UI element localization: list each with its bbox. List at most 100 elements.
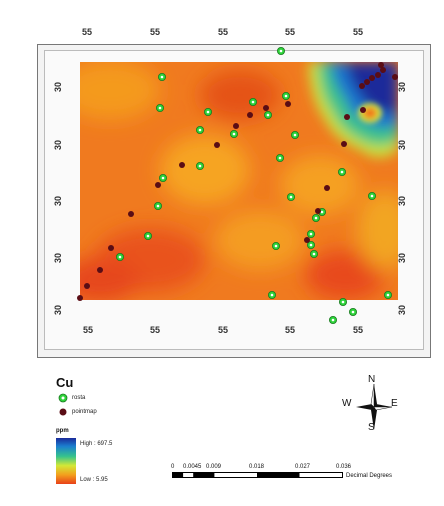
pointmap-point xyxy=(285,101,291,107)
top-tick-1: 55 xyxy=(82,27,93,37)
rosta-point-center xyxy=(156,204,160,208)
rosta-point-center xyxy=(232,132,236,136)
surface-zone xyxy=(160,135,250,205)
rosta-point-center xyxy=(312,252,316,256)
rosta-point-center xyxy=(198,128,202,132)
rosta-point-center xyxy=(266,113,270,117)
rosta-point-center xyxy=(206,110,210,114)
surface-zone xyxy=(200,70,280,120)
rosta-point-center xyxy=(274,244,278,248)
color-ramp xyxy=(56,438,76,484)
surface-zone xyxy=(80,62,160,120)
rosta-point-center xyxy=(320,210,324,214)
scale-label-2: 0.009 xyxy=(206,464,222,470)
rosta-point-center xyxy=(146,234,150,238)
pointmap-point xyxy=(233,123,239,129)
bottom-tick-1: 55 xyxy=(83,325,94,335)
legend-label-pointmap: pointmap xyxy=(72,409,97,415)
pointmap-point xyxy=(247,112,253,118)
rosta-point-center xyxy=(284,94,288,98)
scale-label-5: 0.036 xyxy=(336,464,352,470)
bottom-tick-3: 55 xyxy=(218,325,229,335)
pointmap-point xyxy=(375,72,381,78)
scale-label-4: 0.027 xyxy=(295,464,311,470)
pointmap-point xyxy=(364,79,370,85)
rosta-point-center xyxy=(118,255,122,259)
legend-symbols xyxy=(58,393,68,416)
ramp-high-label: High : 697.5 xyxy=(80,441,113,447)
rosta-point-center xyxy=(293,133,297,137)
legend-label-rosta: rosta xyxy=(72,395,86,401)
pointmap-point xyxy=(304,237,310,243)
rosta-point-center xyxy=(198,164,202,168)
hotspot-core xyxy=(363,107,377,119)
pointmap-point xyxy=(360,107,366,113)
top-tick-4: 55 xyxy=(285,27,296,37)
surface-zone xyxy=(305,250,385,300)
rosta-point-center xyxy=(161,176,165,180)
pointmap-point xyxy=(392,74,398,80)
rosta-point-center xyxy=(351,310,355,314)
compass-s: S xyxy=(368,422,375,433)
top-tick-5: 55 xyxy=(353,27,364,37)
green-circle-icon-center xyxy=(61,396,65,400)
pointmap-point xyxy=(324,185,330,191)
pointmap-point xyxy=(108,245,114,251)
rosta-point-center xyxy=(279,49,283,53)
rosta-point-center xyxy=(289,195,293,199)
compass-w: W xyxy=(342,398,352,409)
rosta-point-center xyxy=(341,300,345,304)
compass-e: E xyxy=(391,398,398,409)
rosta-point-center xyxy=(251,100,255,104)
pointmap-point xyxy=(378,62,384,68)
rosta-point-center xyxy=(309,232,313,236)
anomaly-core xyxy=(345,62,398,113)
pointmap-point xyxy=(128,211,134,217)
bottom-tick-4: 55 xyxy=(285,325,296,335)
rosta-point-center xyxy=(309,243,313,247)
rosta-point-center xyxy=(386,293,390,297)
north-arrow-icon xyxy=(356,383,393,430)
legend-unit: ppm xyxy=(56,428,69,434)
surface-zone xyxy=(80,258,140,300)
pointmap-point xyxy=(214,142,220,148)
rosta-point-center xyxy=(331,318,335,322)
pointmap-point xyxy=(359,83,365,89)
pointmap-point xyxy=(97,267,103,273)
compass-n: N xyxy=(368,374,376,385)
pointmap-point xyxy=(179,162,185,168)
surface-zone xyxy=(280,155,360,215)
pointmap-point xyxy=(263,105,269,111)
top-tick-2: 55 xyxy=(150,27,161,37)
scale-unit: Decimal Degrees xyxy=(346,473,393,479)
top-tick-3: 55 xyxy=(218,27,229,37)
rosta-point-center xyxy=(314,216,318,220)
legend-title: Cu xyxy=(56,375,74,390)
surface-zone xyxy=(215,210,305,270)
pointmap-point xyxy=(380,67,386,73)
scale-label-3: 0.018 xyxy=(249,464,265,470)
bottom-tick-2: 55 xyxy=(150,325,161,335)
pointmap-point xyxy=(315,208,321,214)
rosta-point-center xyxy=(278,156,282,160)
ramp-low-label: Low : 5.95 xyxy=(80,477,108,483)
pointmap-point xyxy=(369,75,375,81)
surface-zone xyxy=(357,190,398,270)
pointmap-point xyxy=(341,141,347,147)
rosta-point-center xyxy=(370,194,374,198)
scale-bar xyxy=(172,472,343,478)
rosta-point-center xyxy=(158,106,162,110)
rosta-point-center xyxy=(270,293,274,297)
bottom-tick-5: 55 xyxy=(353,325,364,335)
pointmap-point xyxy=(77,295,83,301)
dark-red-dot-icon xyxy=(59,408,67,416)
rosta-point-center xyxy=(340,170,344,174)
scale-label-1: 0.0045 xyxy=(183,464,202,470)
scale-label-0: 0 xyxy=(171,464,175,470)
sample-points xyxy=(77,47,398,324)
pointmap-point xyxy=(344,114,350,120)
rosta-point-center xyxy=(160,75,164,79)
pointmap-point xyxy=(155,182,161,188)
